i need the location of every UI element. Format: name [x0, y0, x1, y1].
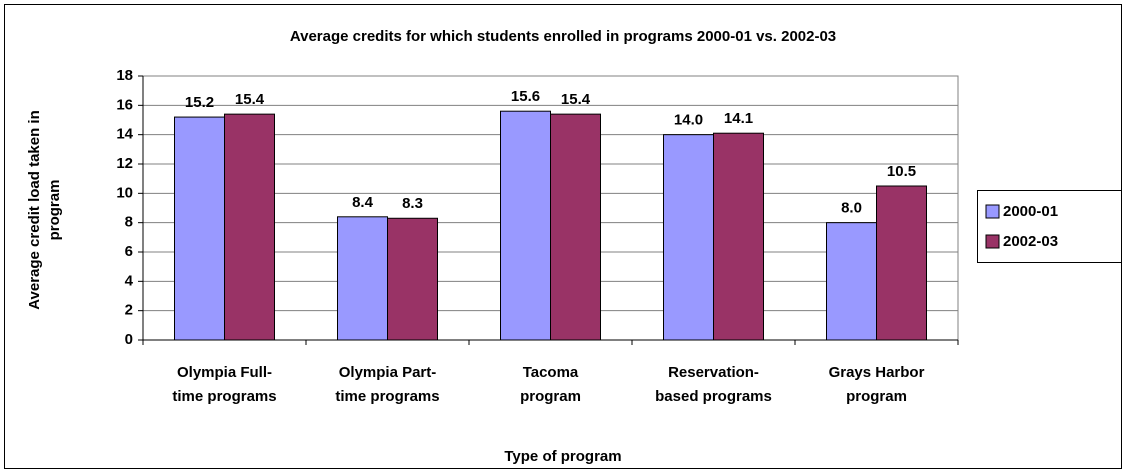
bar — [826, 222, 877, 341]
legend-swatch — [985, 204, 1000, 219]
x-tick-label: based programs — [655, 388, 772, 405]
x-tick-label: program — [846, 388, 907, 405]
bar — [174, 116, 225, 341]
y-tick-label: 10 — [116, 184, 133, 201]
y-tick-label: 6 — [125, 243, 133, 260]
x-tick-label: Olympia Part- — [339, 364, 437, 381]
bar — [713, 132, 764, 341]
y-axis-title: program — [46, 180, 63, 241]
data-label: 15.4 — [235, 91, 265, 108]
x-tick-label: time programs — [172, 388, 276, 405]
legend-label: 2002-03 — [1003, 233, 1058, 250]
y-tick-label: 2 — [125, 302, 133, 319]
y-tick-label: 18 — [116, 67, 133, 84]
bar — [224, 113, 275, 341]
x-tick-label: Tacoma — [523, 364, 579, 381]
x-tick-label: Olympia Full- — [177, 364, 272, 381]
bar — [387, 217, 438, 341]
y-tick-label: 14 — [116, 126, 133, 143]
data-label: 15.4 — [561, 91, 591, 108]
x-axis-title: Type of program — [504, 448, 621, 465]
legend-swatch — [985, 234, 1000, 249]
y-tick-label: 8 — [125, 214, 133, 231]
legend — [977, 190, 1122, 263]
bar — [500, 110, 551, 341]
y-tick-label: 4 — [125, 272, 134, 289]
chart-title: Average credits for which students enrol… — [290, 28, 836, 45]
bar — [876, 185, 927, 341]
x-tick-label: time programs — [335, 388, 439, 405]
data-label: 14.0 — [674, 112, 703, 129]
data-label: 15.6 — [511, 88, 540, 105]
y-tick-label: 12 — [116, 155, 133, 172]
data-label: 8.0 — [841, 200, 862, 217]
data-label: 8.3 — [402, 195, 423, 212]
bar — [663, 134, 714, 341]
y-axis-title: Average credit load taken in — [26, 110, 43, 310]
data-label: 10.5 — [887, 163, 916, 180]
legend-label: 2000-01 — [1003, 203, 1058, 220]
bar — [337, 216, 388, 341]
x-tick-label: Grays Harbor — [829, 364, 925, 381]
x-tick-label: program — [520, 388, 581, 405]
data-label: 15.2 — [185, 94, 214, 111]
y-tick-label: 16 — [116, 96, 133, 113]
y-tick-label: 0 — [125, 331, 133, 348]
data-label: 14.1 — [724, 110, 753, 127]
x-tick-label: Reservation- — [668, 364, 759, 381]
data-label: 8.4 — [352, 194, 374, 211]
bar — [550, 113, 601, 341]
